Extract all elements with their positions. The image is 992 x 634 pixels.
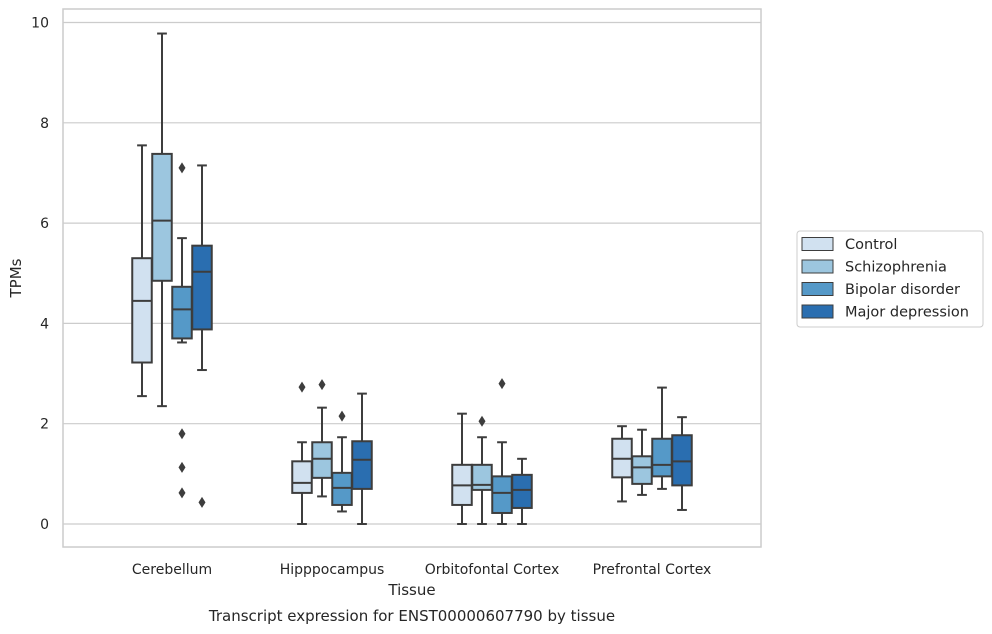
- box-1-0: [291, 381, 313, 525]
- legend-swatch: [801, 304, 834, 319]
- legend-swatch: [801, 237, 834, 251]
- outlier-point: [478, 415, 486, 427]
- box-body: [471, 463, 493, 491]
- box-0-2: [171, 162, 193, 499]
- y-axis-label: TPMs: [7, 258, 25, 298]
- legend: Control Schizophrenia Bipolar disorder Majo…: [796, 230, 984, 328]
- y-tick-labels: 0 2 4 6 8 10: [31, 16, 49, 534]
- box-body: [651, 437, 673, 478]
- y-tick-label: 2: [40, 417, 49, 433]
- x-tick-labels: Cerebellum Hipppocampus Orbitofontal Corte…: [132, 562, 711, 578]
- legend-label: Bipolar disorder: [845, 282, 960, 298]
- box-0-0: [131, 144, 153, 398]
- box-body: [491, 475, 513, 514]
- box-3-1: [631, 428, 653, 496]
- outlier-point: [338, 410, 346, 422]
- outlier-point: [178, 428, 186, 440]
- box-2-1: [471, 415, 493, 525]
- legend-swatch: [801, 259, 834, 274]
- box-body: [291, 460, 313, 494]
- box-body: [671, 434, 693, 487]
- box-groups: [131, 32, 693, 525]
- box-3-3: [671, 416, 693, 511]
- box-2-2: [491, 378, 513, 525]
- x-tick-label: Prefrontal Cortex: [593, 562, 712, 578]
- y-tick-label: 8: [40, 116, 49, 132]
- legend-label: Schizophrenia: [845, 260, 947, 276]
- outlier-point: [298, 381, 306, 393]
- box-1-3: [351, 392, 373, 525]
- box-body: [351, 440, 373, 490]
- x-tick-label: Orbitofontal Cortex: [425, 562, 560, 578]
- box-body: [631, 455, 653, 485]
- y-tick-label: 6: [40, 216, 49, 232]
- outlier-point: [198, 496, 206, 508]
- outlier-point: [318, 379, 326, 391]
- box-body: [151, 152, 173, 282]
- box-body: [311, 441, 333, 479]
- x-tick-label: Hipppocampus: [280, 562, 385, 578]
- box-2-3: [511, 457, 533, 525]
- box-body: [171, 285, 193, 340]
- y-tick-label: 4: [40, 316, 49, 332]
- box-1-2: [331, 410, 353, 513]
- box-3-2: [651, 386, 673, 490]
- chart-title: Transcript expression for ENST0000060779…: [208, 607, 615, 625]
- box-body: [331, 471, 353, 506]
- outlier-point: [178, 461, 186, 473]
- outlier-point: [178, 162, 186, 174]
- outlier-point: [498, 378, 506, 390]
- legend-label: Control: [845, 237, 897, 253]
- y-tick-label: 10: [31, 16, 49, 32]
- box-body: [511, 473, 533, 509]
- legend-label: Major depression: [845, 305, 969, 321]
- x-axis-label: Tissue: [387, 581, 435, 599]
- box-body: [131, 257, 153, 364]
- box-body: [191, 244, 213, 331]
- legend-frame: [796, 230, 984, 328]
- box-0-1: [151, 32, 173, 408]
- outlier-point: [178, 487, 186, 499]
- box-2-0: [451, 412, 473, 525]
- box-1-1: [311, 379, 333, 498]
- legend-swatch: [801, 282, 834, 296]
- box-3-0: [611, 425, 633, 503]
- x-tick-label: Cerebellum: [132, 562, 212, 578]
- y-tick-label: 0: [40, 517, 49, 533]
- box-0-3: [191, 164, 213, 508]
- plot-frame: [62, 8, 762, 548]
